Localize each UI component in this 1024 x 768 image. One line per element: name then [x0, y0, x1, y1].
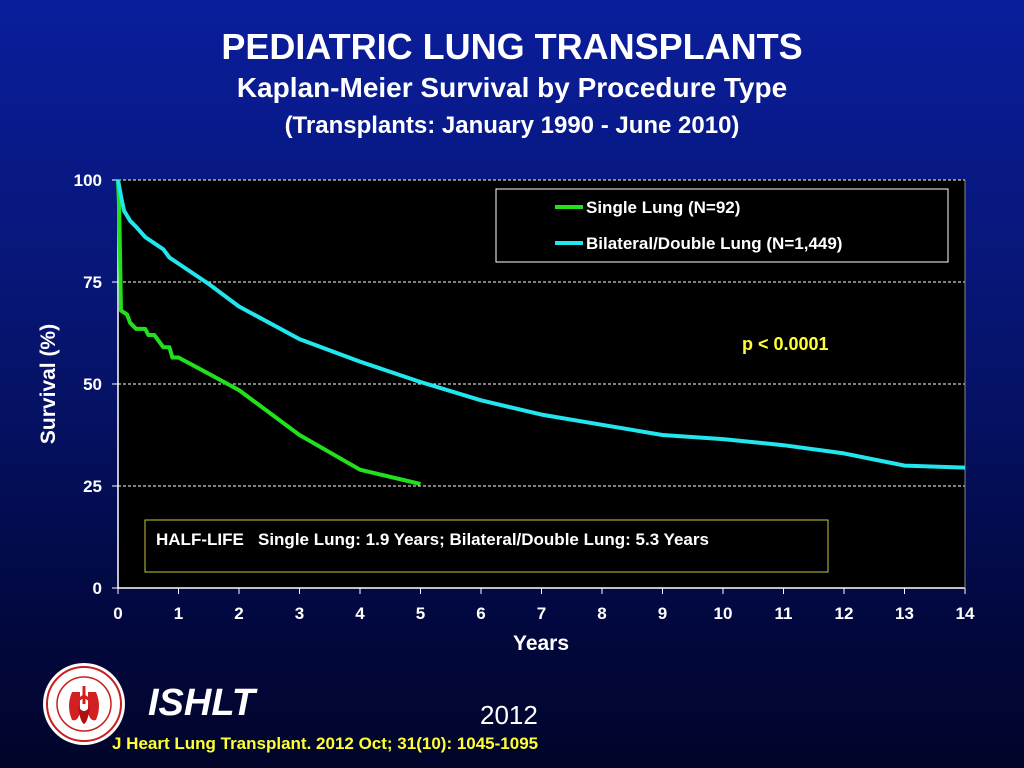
series-line-0 — [116, 179, 421, 486]
x-tick-label: 6 — [476, 604, 485, 623]
x-tick-label: 13 — [895, 604, 914, 623]
half-life-border — [144, 519, 829, 573]
series-line-1 — [116, 179, 966, 470]
p-value-annotation: p < 0.0001 — [742, 334, 829, 354]
page-subtitle: Kaplan-Meier Survival by Procedure Type — [236, 72, 788, 103]
x-tick-label: 3 — [295, 604, 304, 623]
x-tick-label: 5 — [416, 604, 425, 623]
y-tick-label: 100 — [74, 171, 102, 190]
x-tick-label: 10 — [714, 604, 733, 623]
x-tick-label: 7 — [537, 604, 546, 623]
legend-label-bilateral-lung: Bilateral/Double Lung (N=1,449) — [586, 234, 842, 253]
year-label: 2012 — [480, 700, 538, 730]
legend-label-single-lung: Single Lung (N=92) — [586, 198, 740, 217]
citation: J Heart Lung Transplant. 2012 Oct; 31(10… — [112, 734, 539, 753]
org-name: ISHLT — [148, 682, 255, 724]
x-tick-label: 1 — [174, 604, 183, 623]
y-axis-title: Survival (%) — [37, 324, 60, 444]
x-tick-label: 14 — [956, 604, 975, 623]
legend: Single Lung (N=92) Bilateral/Double Lung… — [495, 188, 949, 263]
x-tick-label: 0 — [113, 604, 122, 623]
x-tick-label: 12 — [835, 604, 854, 623]
y-tick-label: 50 — [83, 375, 102, 394]
y-tick-label: 0 — [93, 579, 102, 598]
x-tick-label: 9 — [658, 604, 667, 623]
y-tick-label: 75 — [83, 273, 102, 292]
x-tick-label: 8 — [597, 604, 606, 623]
x-tick-label: 4 — [355, 604, 365, 623]
y-tick-label: 25 — [83, 477, 102, 496]
ishlt-seal-icon — [43, 663, 125, 745]
half-life-box: HALF-LIFE Single Lung: 1.9 Years; Bilate… — [144, 519, 829, 573]
x-axis-title: Years — [513, 632, 569, 655]
legend-box — [495, 188, 949, 263]
half-life-text: HALF-LIFE Single Lung: 1.9 Years; Bilate… — [156, 530, 709, 549]
x-tick-label: 11 — [775, 604, 793, 623]
page-title: PEDIATRIC LUNG TRANSPLANTS — [221, 26, 803, 67]
x-tick-label: 2 — [234, 604, 243, 623]
page-date-range: (Transplants: January 1990 - June 2010) — [284, 112, 740, 139]
